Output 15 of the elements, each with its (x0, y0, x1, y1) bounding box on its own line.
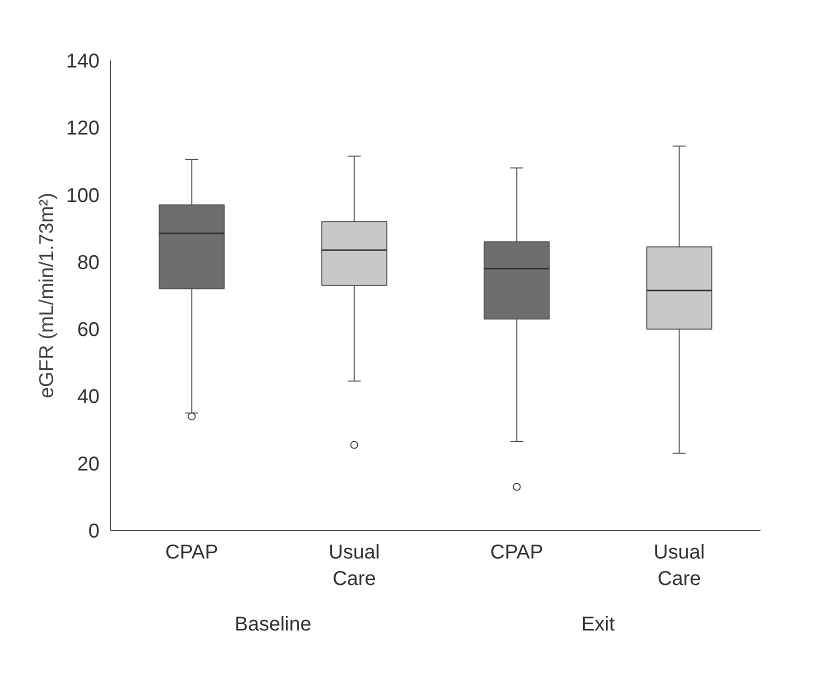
y-tick-label: 20 (77, 453, 100, 476)
y-tick-label: 140 (66, 50, 100, 72)
x-tick-label: CPAP (165, 542, 218, 564)
y-tick-label: 120 (66, 118, 100, 140)
text: Baseline (234, 614, 312, 636)
y-tick-label: 80 (77, 252, 100, 274)
y-tick-label: 100 (66, 184, 100, 207)
x-tick-label: Usual Care (328, 542, 380, 590)
y-axis-title: eGFR (mL/min/1.73m²) (36, 192, 58, 398)
y-tick-label: 0 (88, 520, 100, 542)
y-tick-label: 40 (77, 386, 100, 408)
text: Exit (581, 614, 616, 636)
x-tick-label: Usual Care (654, 542, 705, 590)
y-tick-label: 60 (77, 319, 100, 342)
x-tick-label: CPAP (490, 542, 544, 564)
